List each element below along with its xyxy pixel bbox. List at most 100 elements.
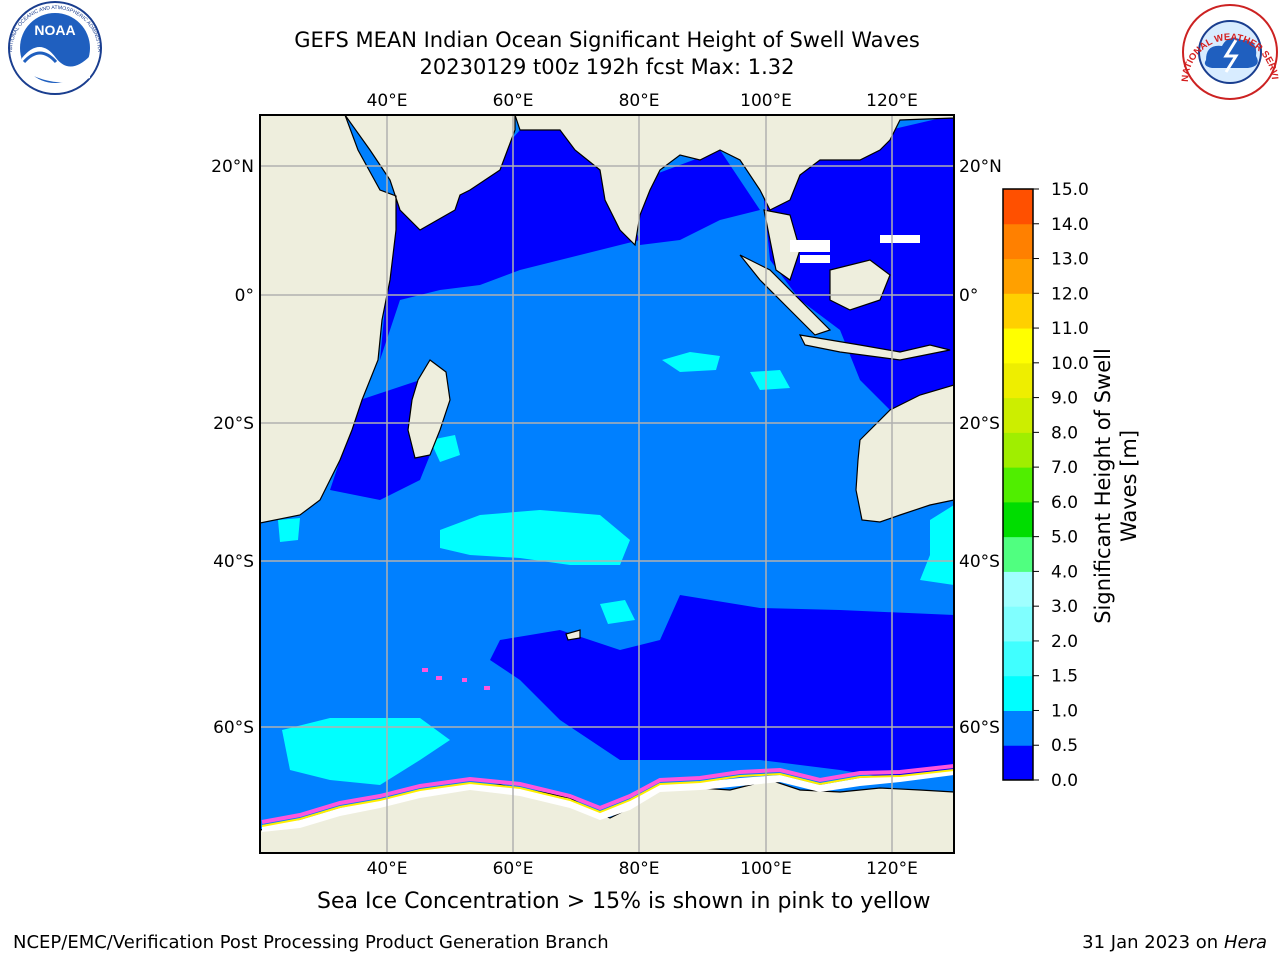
land-africa [260,115,516,524]
bottom-lon-label: 60°E [493,859,534,879]
right-lat-label: 40°S [959,552,1000,572]
land-madagascar [407,359,451,459]
colorbar-tick-label: 11.0 [1051,319,1089,339]
colorbar-tick-label: 1.0 [1051,701,1078,721]
colorbar-band [1003,501,1033,538]
colorbar-band [1003,745,1033,781]
map-frame [259,114,955,854]
left-lat-label: 0° [235,286,254,306]
left-lat-label: 20°S [213,414,254,434]
cyan-patch-2 [282,718,450,785]
colorbar-band [1003,362,1033,399]
map-subtitle: 20230129 t00z 192h fcst Max: 1.32 [419,55,795,79]
colorbar-tick-label: 7.0 [1051,458,1078,478]
left-lat-label: 20°N [211,157,254,177]
right-lat-label: 0° [959,286,978,306]
nws-ring-text: NATIONAL WEATHER SERVICE [0,0,1280,82]
right-lat-label: 60°S [959,718,1000,738]
colorbar-label-line1: Significant Height of Swell [1091,348,1115,624]
low-swell-bay [640,150,760,245]
land-arabia-india [514,115,954,247]
colorbar: 0.0 0.5 1.0 1.5 2.0 3.0 4.0 5.0 6.0 7.0 8.0 9.0 10.0… [1002,180,1089,791]
right-lat-label: 20°N [959,157,1002,177]
footer-date-text: 31 Jan 2023 on [1082,932,1224,953]
colorbar-band [1003,397,1033,433]
colorbar-tick-label: 8.0 [1051,423,1078,443]
cyan-patch-8 [430,435,460,462]
colorbar-band [1003,189,1033,225]
top-lon-label: 120°E [866,91,918,111]
ice-white-fringe [262,770,954,832]
left-lat-label: 40°S [213,552,254,572]
left-lat-label: 60°S [213,718,254,738]
svg-text:NATIONAL WEATHER SERVICE: NATIONAL WEATHER SERVICE [0,0,1280,82]
colorbar-band [1003,432,1033,468]
colorbar-tick-label: 9.0 [1051,389,1078,409]
sea-ice-core [261,769,954,827]
graticule [260,115,954,853]
map-title: GEFS MEAN Indian Ocean Significant Heigh… [294,28,920,52]
footer-host: Hera [1223,932,1267,953]
colorbar-band [1003,223,1033,260]
colorbar-tick-label: 2.0 [1051,632,1078,652]
top-lon-label: 60°E [493,91,534,111]
colorbar-band [1003,258,1033,294]
colorbar-tick-label: 13.0 [1051,250,1089,270]
colorbar-tick-label: 14.0 [1051,215,1089,235]
nws-logo: NATIONAL WEATHER SERVICE [0,0,1280,100]
colorbar-tick-label: 10.0 [1051,354,1089,374]
colorbar-band [1003,606,1033,642]
bottom-lon-label: 80°E [619,859,660,879]
land-malaysia [763,209,801,281]
cyan-patch-1 [440,510,630,565]
cyan-patch-5 [750,370,790,390]
colorbar-tick-label: 5.0 [1051,528,1078,548]
colorbar-band [1003,640,1033,677]
colorbar-tick-label: 0.5 [1051,736,1078,756]
colorbar-band [1003,571,1033,607]
colorbar-band [1003,536,1033,572]
top-lon-label: 40°E [367,91,408,111]
land-java [798,334,951,361]
colorbar-band [1003,467,1033,503]
colorbar-tick-label: 1.5 [1051,667,1078,687]
cyan-patch-6 [600,600,635,624]
colorbar-frame [1002,188,1034,781]
right-lat-label: 20°S [959,414,1000,434]
island-specks [790,235,920,263]
colorbar-tick-label: 12.0 [1051,284,1089,304]
colorbar-tick-label: 15.0 [1051,180,1089,200]
sea-ice-edge [261,764,954,824]
sea-ice-specks [422,668,490,690]
footer-date: 31 Jan 2023 on Hera [1082,932,1267,953]
bottom-lon-label: 40°E [367,859,408,879]
cyan-patch-7 [278,518,300,542]
axis-labels: 40°E 60°E 80°E 100°E 120°E 40°E 60°E 80°… [211,91,1002,879]
bottom-lon-label: 120°E [866,859,918,879]
bottom-lon-label: 100°E [740,859,792,879]
colorbar-tick-label: 0.0 [1051,771,1078,791]
map-panel [260,115,954,853]
colorbar-label: Significant Height of Swell Waves [m] [1090,348,1142,624]
colorbar-tick-label: 6.0 [1051,493,1078,513]
top-lon-label: 80°E [619,91,660,111]
land-borneo [829,259,891,311]
land-kerguelen [565,629,581,641]
sea-ice-caption-text: Sea Ice Concentration > 15% is shown in … [317,889,931,914]
colorbar-tick-label: 3.0 [1051,597,1078,617]
colorbar-label-line2: Waves [m] [1117,429,1141,543]
colorbar-band [1003,710,1033,746]
footer-credit: NCEP/EMC/Verification Post Processing Pr… [13,932,609,953]
top-lon-label: 100°E [740,91,792,111]
colorbar-band [1003,675,1033,711]
noaa-logo: NOAA NATIONAL OCEANIC AND ATMOSPHERIC AD… [0,0,102,95]
cyan-patch-3 [920,505,954,585]
colorbar-band [1003,328,1033,364]
land-australia [855,384,954,523]
noaa-logo-text: NOAA [34,22,75,38]
cyan-patch-4 [662,352,720,372]
colorbar-tick-label: 4.0 [1051,562,1078,582]
colorbar-band [1003,293,1033,329]
low-swell-south [490,595,954,780]
